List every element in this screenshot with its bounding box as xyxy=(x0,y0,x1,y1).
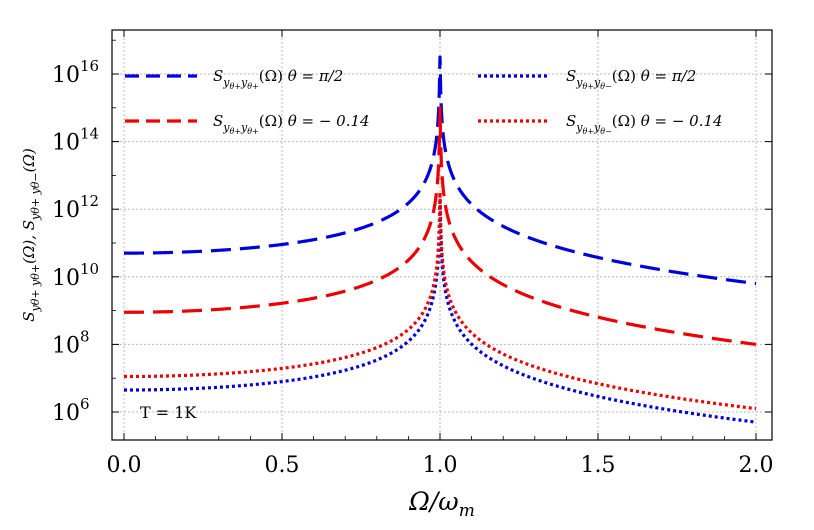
series-group xyxy=(123,55,757,424)
legend-label-0: Syθ+yθ+(Ω) θ = π/2 xyxy=(213,67,343,91)
tick-marks xyxy=(112,30,772,440)
series-line-2 xyxy=(123,197,757,424)
grid xyxy=(112,30,772,440)
x-tick-label-4: 2.0 xyxy=(739,453,774,478)
y-tick-label-5: 1016 xyxy=(52,57,99,88)
y-tick-label-0: 106 xyxy=(52,395,90,426)
series-line-0 xyxy=(123,55,757,286)
x-tick-label-2: 1.0 xyxy=(423,453,458,478)
y-tick-label-2: 1010 xyxy=(52,260,99,291)
legend-label-2: Syθ+yθ−(Ω) θ = π/2 xyxy=(566,67,696,91)
legend-label-3: Syθ+yθ−(Ω) θ = − 0.14 xyxy=(566,112,723,136)
y-axis-label: Syθ+ yθ+(Ω), Syθ+ yθ−(Ω) xyxy=(20,148,42,322)
x-tick-labels: 0.0 0.5 1.0 1.5 2.0 xyxy=(107,453,774,478)
x-tick-label-3: 1.5 xyxy=(581,453,616,478)
x-tick-label-0: 0.0 xyxy=(107,453,142,478)
y-tick-label-3: 1012 xyxy=(52,192,99,223)
legend: Syθ+yθ+(Ω) θ = π/2 Syθ+yθ+(Ω) θ = − 0.14 S… xyxy=(125,67,723,136)
series-line-3 xyxy=(123,190,757,411)
legend-label-1: Syθ+yθ+(Ω) θ = − 0.14 xyxy=(213,112,370,136)
y-tick-labels: 106 108 1010 1012 1014 1016 xyxy=(52,57,99,426)
plot-frame xyxy=(111,29,773,441)
series-line-1 xyxy=(123,106,757,346)
x-tick-label-1: 0.5 xyxy=(265,453,300,478)
y-tick-label-4: 1014 xyxy=(52,125,99,156)
temperature-annotation: T = 1K xyxy=(140,403,197,422)
x-axis-label: Ω/ωm xyxy=(408,487,475,521)
y-tick-label-1: 108 xyxy=(52,327,90,358)
